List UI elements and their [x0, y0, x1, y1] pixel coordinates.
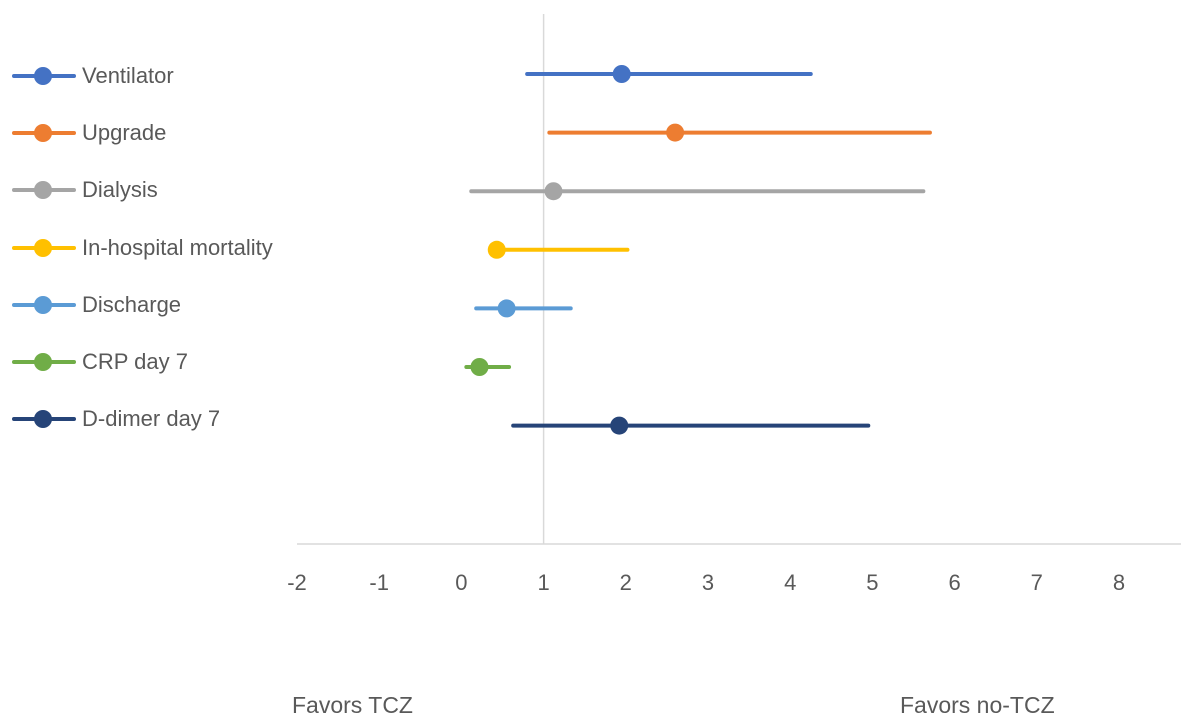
- legend-swatch: [10, 115, 78, 151]
- legend-dot: [34, 67, 52, 85]
- favors-no-tcz-label: Favors no-TCZ: [900, 692, 1055, 718]
- legend-item: CRP day 7: [10, 344, 188, 380]
- x-tick-label: -2: [287, 570, 307, 595]
- x-tick-label: -1: [369, 570, 389, 595]
- legend-item: Upgrade: [10, 115, 166, 151]
- legend-swatch: [10, 58, 78, 94]
- x-tick-label: 5: [866, 570, 878, 595]
- point-estimate-7: [610, 416, 629, 435]
- legend-label: CRP day 7: [82, 349, 188, 374]
- legend-item: D-dimer day 7: [10, 401, 220, 437]
- point-estimate-4: [487, 240, 506, 259]
- x-tick-label: 3: [702, 570, 714, 595]
- x-tick-label: 1: [537, 570, 549, 595]
- legend-dot: [34, 295, 52, 314]
- x-tick-label: 0: [455, 570, 467, 595]
- point-estimate-6: [470, 358, 489, 376]
- legend-item: Ventilator: [10, 58, 174, 94]
- point-estimate-3: [544, 182, 563, 201]
- legend-dot: [34, 353, 52, 371]
- legend-swatch: [10, 230, 78, 266]
- legend-dot: [34, 181, 52, 200]
- legend-label: Dialysis: [82, 177, 158, 203]
- legend-label: Ventilator: [82, 63, 174, 88]
- legend-label: D-dimer day 7: [82, 406, 221, 432]
- x-tick-label: 6: [948, 570, 960, 595]
- legend-item: Discharge: [10, 287, 181, 323]
- legend-item: Dialysis: [10, 172, 158, 208]
- legend-label: Discharge: [82, 291, 182, 317]
- favors-tcz-label: Favors TCZ: [292, 692, 413, 718]
- x-tick-label: 7: [1031, 570, 1043, 595]
- legend-swatch: [10, 172, 78, 208]
- legend-item: In-hospital mortality: [10, 230, 273, 266]
- x-tick-label: 4: [784, 570, 796, 595]
- legend-swatch: [10, 344, 78, 380]
- legend-dot: [34, 124, 52, 143]
- x-tick-label: 2: [620, 570, 632, 595]
- legend-label: Upgrade: [82, 120, 167, 146]
- x-tick-label: 8: [1113, 570, 1125, 595]
- legend-dot: [34, 410, 52, 429]
- legend-swatch: [10, 401, 78, 437]
- legend-dot: [34, 238, 52, 257]
- point-estimate-5: [497, 299, 516, 318]
- legend-swatch: [10, 287, 78, 323]
- point-estimate-2: [666, 123, 685, 142]
- point-estimate-1: [612, 65, 631, 83]
- legend-label: In-hospital mortality: [82, 234, 273, 260]
